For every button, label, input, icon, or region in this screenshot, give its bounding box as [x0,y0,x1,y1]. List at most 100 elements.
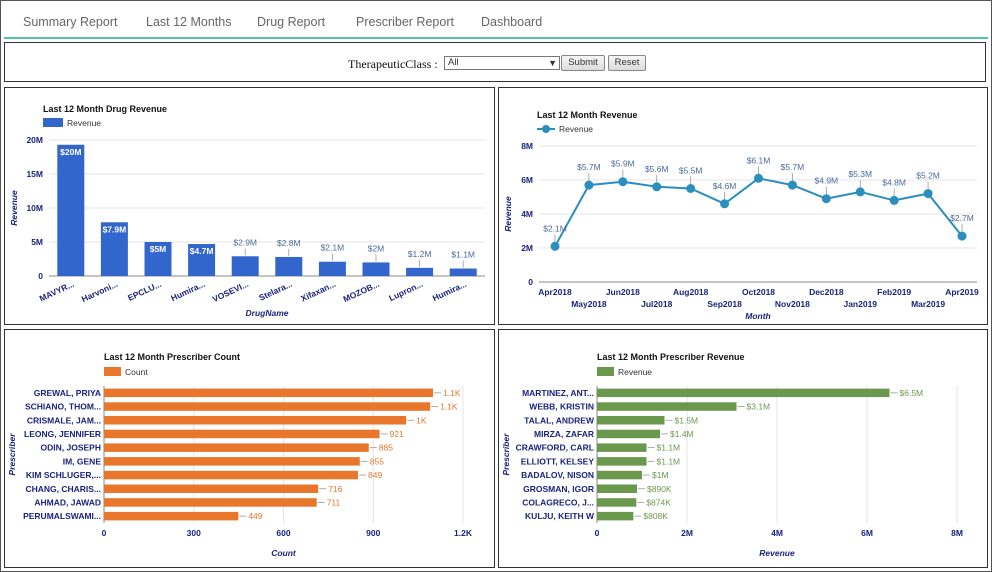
legend-swatch [597,367,614,376]
bar [362,262,390,276]
bar [104,484,319,493]
drug-revenue-chart: Last 12 Month Drug Revenue Revenue 0 5M 10M 1… [9,104,485,318]
x-tick-label: Aug2018 [673,287,709,297]
bar-value-label: 711 [327,497,341,507]
x-tick-label: 0 [595,528,600,538]
x-axis-title: Revenue [759,548,795,558]
y-tick-label: TALAL, ANDREW [524,415,595,425]
y-tick-label: CHANG, CHARIS... [25,484,101,494]
chevron-down-icon: ▼ [548,58,557,68]
point-value-label: $6.1M [747,155,771,165]
bar [597,457,647,466]
bar-value-label: 885 [379,443,393,453]
y-tick-label: IM, GENE [63,456,102,466]
prescriber-revenue-chart: Last 12 Month Prescriber Revenue Revenue 0… [501,352,963,558]
y-tick-label: SCHIANO, THOM... [25,402,101,412]
drug-revenue-panel: Last 12 Month Drug Revenue Revenue 0 5M 10M 1… [4,87,495,325]
monthly-revenue-panel: Last 12 Month Revenue Revenue 0 2M 4M 6M 8M $2.… [498,87,988,325]
bar [597,498,637,507]
point-value-label: $5.5M [679,166,703,176]
x-tick-label: Lupron... [387,279,424,303]
point-value-label: $5.3M [848,169,872,179]
y-tick-label: CRAWFORD, CARL [516,443,594,453]
bar [104,429,380,439]
bar [597,416,665,425]
chart-title: Last 12 Month Prescriber Revenue [597,352,745,362]
top-nav: Summary Report Last 12 Months Drug Repor… [0,0,992,42]
bar [597,388,890,398]
bar-value-label: 855 [370,456,384,466]
bar [104,402,431,411]
nav-summary-report[interactable]: Summary Report [23,15,118,29]
x-tick-label: 0 [102,528,107,538]
bar [318,261,346,276]
data-point [754,173,763,183]
data-point [889,195,899,205]
y-tick-label: 8M [521,141,533,151]
x-tick-label: 1.2K [454,528,473,538]
bar-value-label: $5M [150,244,167,254]
y-axis-title: Prescriber [501,433,511,476]
x-tick-label: Nov2018 [775,299,810,309]
bar [100,222,128,276]
y-tick-label: WEBB, KRISTIN [529,402,594,412]
data-point [618,177,628,187]
y-tick-label: 20M [26,135,43,145]
nav-prescriber-report[interactable]: Prescriber Report [356,15,454,29]
therapeutic-class-select[interactable]: All ▼ [444,56,560,70]
y-tick-label: GROSMAN, IGOR [523,484,594,494]
y-tick-label: ELLIOTT, KELSEY [521,456,595,466]
bar-value-label: $2.1M [321,243,345,253]
reset-button[interactable]: Reset [608,55,646,71]
bar [104,388,434,398]
x-tick-label: 300 [187,528,201,538]
x-tick-label: 4M [771,528,783,538]
bar-value-label: 716 [328,484,342,494]
bar [597,470,642,480]
y-tick-label: LEONG, JENNIFER [24,429,101,439]
data-point [686,184,696,193]
x-tick-label: Dec2018 [809,287,844,297]
point-value-label: $5.9M [611,159,635,169]
nav-last-12-months[interactable]: Last 12 Months [146,15,232,29]
x-tick-label: May2018 [571,299,607,309]
data-point [923,189,933,199]
bar-value-label: $874K [646,497,671,507]
x-tick-label: MOZOB... [342,279,381,304]
legend-marker [542,125,550,133]
submit-button[interactable]: Submit [561,55,605,71]
nav-drug-report[interactable]: Drug Report [257,15,326,29]
x-tick-label: Jan2019 [843,299,877,309]
y-tick-label: 10M [26,203,43,213]
y-tick-label: ODIN, JOSEPH [41,443,101,453]
bar [144,242,172,276]
bar-value-label: $4.7M [190,246,214,256]
y-tick-label: 2M [521,243,533,253]
nav-dashboard[interactable]: Dashboard [481,15,543,29]
x-tick-label: 600 [276,528,290,538]
chart-title: Last 12 Month Prescriber Count [104,352,240,362]
bar-value-label: $7.9M [103,224,127,234]
y-tick-label: AHMAD, JAWAD [34,497,101,507]
x-axis-title: Month [745,311,771,321]
therapeutic-class-label: TherapeuticClass : [348,57,438,71]
legend-label: Revenue [618,367,652,377]
bar-value-label: $20M [60,147,81,157]
x-tick-label: Harvoni... [80,279,119,304]
x-tick-label: Humira... [169,279,206,303]
monthly-revenue-chart: Last 12 Month Revenue Revenue 0 2M 4M 6M 8M $2.… [503,110,979,321]
legend-label: Count [125,367,148,377]
x-axis-title: Count [271,548,297,558]
point-value-label: $4.9M [815,176,839,186]
bar-value-label: 449 [248,511,262,521]
data-point [957,231,967,241]
y-tick-label: MIRZA, ZAFAR [534,429,594,439]
y-axis-title: Revenue [503,196,513,232]
x-tick-label: EPCLU... [126,279,163,303]
nav-underline [4,37,988,39]
point-value-label: $4.8M [882,177,906,187]
bar-value-label: $2.9M [233,237,257,247]
bar-value-label: $1M [652,470,669,480]
select-value: All [448,57,459,68]
chart-title: Last 12 Month Revenue [537,110,638,120]
